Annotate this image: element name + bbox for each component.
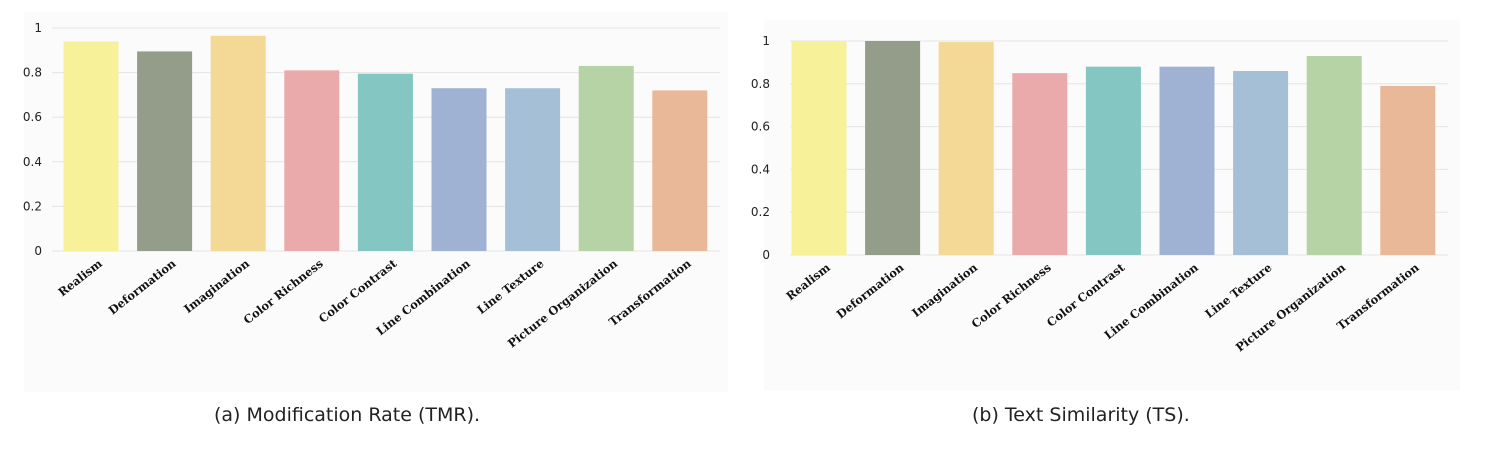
y-tick-label: 1 (762, 34, 770, 48)
bar-line-texture (1233, 70, 1289, 256)
bar-realism (63, 41, 119, 251)
x-tick-label: Color Contrast (316, 256, 400, 326)
y-tick-label: 0.4 (23, 155, 42, 169)
bar-chart-a: 0 0.2 0.4 0.6 0.8 1 Realism Deformation Imaginat… (23, 21, 720, 351)
y-tick-label: 0.8 (23, 66, 42, 80)
y-tick-label: 0.2 (23, 199, 42, 213)
bar-picture-organization (1306, 55, 1362, 256)
x-tick-label: Line Texture (1202, 260, 1274, 321)
bar-deformation (865, 41, 921, 255)
y-tick-label: 0 (34, 244, 42, 258)
bar-realism (791, 41, 847, 255)
bar-imagination (938, 42, 994, 255)
bar-transformation (652, 90, 708, 251)
x-tick-label: Realism (783, 260, 832, 303)
bar-color-richness (284, 70, 340, 252)
x-tick-label: Deformation (834, 260, 907, 321)
bar-line-combination (431, 88, 487, 252)
x-tick-label: Color Richness (969, 260, 1054, 331)
caption-b: (b) Text Similarity (TS). (972, 404, 1190, 426)
chart-panel-b: 0 0.2 0.4 0.6 0.8 1 Realism Deformation Imaginat… (740, 0, 1487, 455)
y-tick-label: 0.4 (751, 162, 770, 176)
x-tick-label: Color Richness (241, 256, 326, 327)
x-tick-label: Color Contrast (1044, 260, 1128, 330)
bar-line-texture (505, 88, 561, 252)
y-tick-label: 0.8 (751, 77, 770, 91)
bar-line-combination (1159, 66, 1215, 256)
x-tick-label: Realism (55, 256, 104, 299)
chart-panel-a: 0 0.2 0.4 0.6 0.8 1 Realism Deformation Imaginat… (0, 0, 740, 455)
caption-a: (a) Modification Rate (TMR). (214, 404, 481, 426)
x-tick-label: Line Texture (474, 256, 546, 317)
bar-chart-b: 0 0.2 0.4 0.6 0.8 1 Realism Deformation Imaginat… (751, 34, 1448, 355)
y-tick-label: 0.2 (751, 205, 770, 219)
bar-color-contrast (1085, 66, 1141, 256)
y-tick-label: 1 (34, 21, 42, 35)
bar-picture-organization (578, 65, 634, 251)
bar-imagination (210, 35, 266, 252)
x-tick-label: Imagination (909, 260, 980, 320)
y-tick-label: 0.6 (751, 120, 770, 134)
y-tick-label: 0.6 (23, 110, 42, 124)
x-tick-label: Imagination (181, 256, 252, 316)
bar-transformation (1380, 85, 1436, 255)
bar-color-contrast (357, 73, 413, 251)
bar-color-richness (1012, 73, 1068, 255)
y-tick-label: 0 (762, 248, 770, 262)
bar-deformation (137, 51, 193, 251)
x-tick-label: Deformation (106, 256, 179, 317)
